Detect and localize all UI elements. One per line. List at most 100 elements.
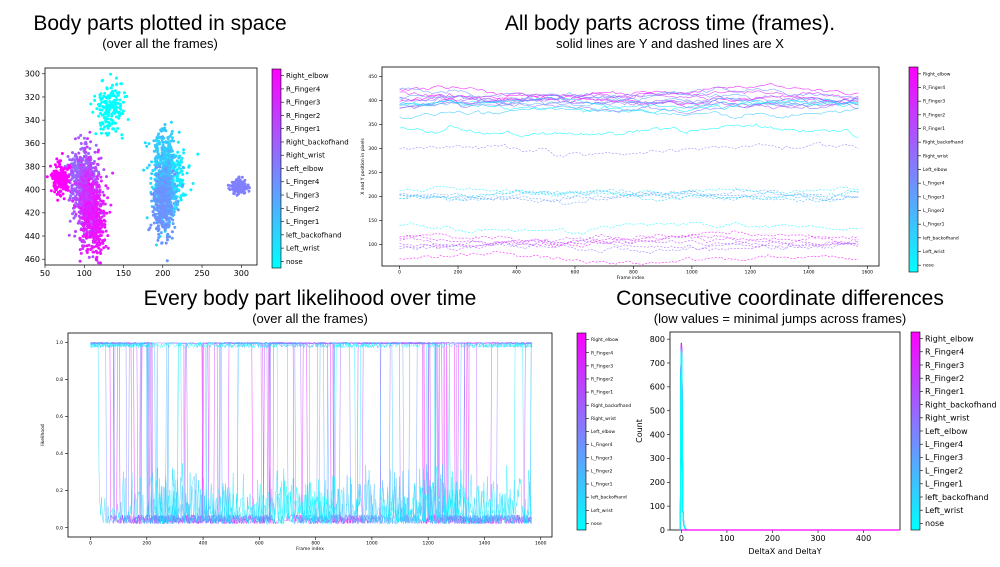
scatter-ytick-label: 440 (25, 232, 40, 241)
scatter-point (91, 255, 95, 259)
likelihood-line (90, 341, 533, 525)
scatter-point (152, 221, 156, 225)
scatter-point (165, 181, 169, 185)
scatter-point (98, 102, 102, 106)
scatter-point (91, 210, 95, 214)
scatter-point (81, 234, 85, 238)
scatter-point (66, 174, 70, 178)
scatter-point (105, 175, 108, 179)
scatter-point (104, 184, 108, 188)
scatter-point (164, 129, 168, 133)
scatter-point (77, 136, 81, 140)
scatter-point (164, 140, 168, 144)
likelihood-colorbar-label: Right_elbow (591, 337, 619, 343)
histogram-series (679, 352, 900, 531)
scatter-point (90, 170, 94, 174)
scatter-point (83, 204, 87, 208)
scatter-point (169, 195, 173, 198)
scatter-point (56, 185, 60, 189)
histogram-colorbar-label: L_Finger2 (925, 466, 963, 475)
likelihood-xtick-label: 600 (255, 541, 264, 547)
scatter-point (60, 166, 64, 170)
scatter-point (88, 235, 92, 239)
scatter-point (96, 236, 100, 240)
likelihood-colorbar-label: L_Finger2 (591, 468, 613, 474)
scatter-point (100, 113, 104, 117)
scatter-point (154, 203, 158, 207)
scatter-point (114, 101, 118, 105)
scatter-point (165, 165, 169, 169)
histogram-colorbar: Right_elbow R_Finger4 R_Finger3 R_Finger2 R_… (910, 331, 997, 531)
scatter-point (111, 83, 114, 87)
scatter-point (165, 235, 169, 239)
scatter-point (121, 112, 125, 116)
scatter-point (84, 174, 87, 178)
scatter-point (87, 220, 91, 224)
scatter-point (109, 86, 113, 90)
scatter-point (95, 258, 99, 262)
scatter-point (82, 163, 86, 167)
scatter-colorbar: Right_elbow R_Finger4 R_Finger3 R_Finger2 R_… (271, 68, 349, 269)
panel4-title-block: Consecutive coordinate differences (low … (570, 287, 990, 326)
scatter-point (108, 122, 112, 125)
scatter-point (238, 184, 242, 188)
scatter-point (99, 92, 103, 96)
scatter-point (103, 202, 107, 206)
trajectory-line-y (399, 86, 859, 101)
scatter-point (163, 228, 167, 232)
scatter-ytick-label: 400 (25, 185, 40, 194)
scatter-point (78, 236, 82, 240)
histogram-ytick-label: 500 (650, 407, 665, 416)
scatter-point (85, 145, 89, 149)
scatter-point (164, 241, 168, 245)
histogram-colorbar-label: Left_elbow (925, 427, 968, 436)
scatter-point (158, 219, 162, 223)
scatter-point (118, 102, 122, 106)
scatter-point (87, 224, 91, 228)
scatter-point (179, 198, 183, 202)
scatter-point (247, 189, 251, 193)
scatter-ytick-label: 380 (25, 162, 40, 171)
histogram-colorbar-label: R_Finger4 (925, 348, 964, 357)
scatter-point (164, 170, 168, 174)
scatter-point (94, 143, 98, 147)
scatter-point (167, 159, 171, 163)
scatter-point (175, 171, 179, 175)
scatter-point (115, 105, 119, 109)
trajectory-xtick-label: 1600 (862, 270, 874, 276)
scatter-point (150, 172, 154, 176)
trajectory-line-x (399, 239, 859, 251)
scatter-point (236, 188, 240, 192)
scatter-point (150, 192, 154, 196)
scatter-point (91, 110, 95, 114)
scatter-point (81, 247, 85, 250)
scatter-point (78, 248, 82, 252)
scatter-ytick-label: 360 (25, 139, 40, 148)
scatter-point (160, 241, 164, 245)
trajectory-line-y (399, 91, 859, 104)
scatter-point (110, 118, 114, 122)
scatter-point (92, 161, 96, 165)
scatter-point (93, 227, 97, 231)
scatter-point (101, 122, 105, 126)
scatter-point (92, 245, 96, 249)
scatter-point (92, 222, 96, 226)
scatter-point (54, 169, 58, 173)
scatter-point (53, 190, 57, 194)
scatter-point (80, 240, 84, 244)
scatter-point (77, 205, 81, 209)
scatter-point (109, 72, 113, 76)
scatter-point (71, 199, 75, 203)
scatter-points (45, 72, 251, 265)
likelihood-colorbar-label: L_Finger3 (591, 455, 613, 461)
histogram-ytick-label: 100 (650, 502, 665, 511)
scatter-point (166, 209, 169, 213)
scatter-point (88, 192, 92, 196)
scatter-point (93, 211, 97, 215)
scatter-point (121, 109, 125, 113)
scatter-point (105, 108, 109, 112)
scatter-point (103, 105, 107, 109)
likelihood-colorbar-label: R_Finger3 (591, 363, 613, 369)
scatter-point (99, 175, 103, 179)
scatter-point (86, 217, 90, 221)
